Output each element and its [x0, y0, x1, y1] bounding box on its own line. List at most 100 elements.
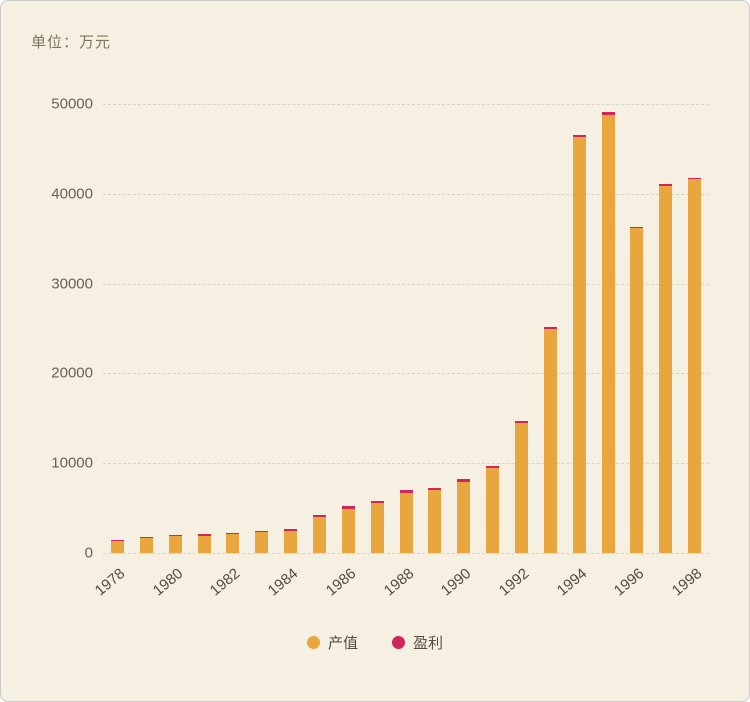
- bar-segment-profit: [514, 420, 528, 424]
- x-axis-label: 1980: [149, 565, 187, 600]
- bar-segment-profit: [601, 112, 615, 115]
- bar-slot: [594, 104, 623, 553]
- bar-slot: [392, 104, 421, 553]
- bar[interactable]: [630, 104, 644, 553]
- bar-slot: [420, 104, 449, 553]
- legend: 产值 盈利: [1, 632, 749, 653]
- bar-slot: [247, 104, 276, 553]
- y-axis: 0 10000 20000 30000 40000 50000: [1, 96, 93, 562]
- x-axis-label: 1982: [207, 565, 244, 600]
- bar[interactable]: [659, 104, 673, 553]
- plot-area: [103, 104, 709, 554]
- bar[interactable]: [255, 104, 269, 553]
- bar-slot: [507, 104, 536, 553]
- legend-label: 产值: [327, 635, 358, 652]
- bar-slot: [334, 104, 363, 553]
- bar[interactable]: [312, 104, 326, 553]
- y-axis-label: 20000: [51, 364, 93, 382]
- bar-slot: [190, 104, 219, 553]
- bar[interactable]: [572, 104, 586, 553]
- bar-segment-profit: [486, 465, 500, 469]
- bar-slot: [449, 104, 478, 553]
- bar-segment-output: [659, 185, 673, 553]
- bar[interactable]: [688, 104, 702, 553]
- x-axis-label: 1988: [380, 565, 417, 600]
- bar[interactable]: [341, 104, 355, 553]
- x-axis-label: 1994: [553, 565, 591, 600]
- legend-item-output[interactable]: 产值: [306, 632, 358, 653]
- bar-group: [103, 104, 709, 553]
- bar-segment-profit: [688, 178, 702, 180]
- bar[interactable]: [139, 104, 153, 553]
- bar-segment-output: [255, 532, 269, 553]
- bar-segment-profit: [226, 532, 240, 535]
- legend-label: 盈利: [413, 635, 444, 652]
- bar-segment-profit: [543, 326, 557, 330]
- bar-slot: [622, 104, 651, 553]
- y-axis-label: 0: [84, 544, 93, 562]
- bar-segment-profit: [659, 184, 673, 186]
- bar-slot: [363, 104, 392, 553]
- bar[interactable]: [428, 104, 442, 553]
- x-axis-label: 1986: [322, 565, 360, 600]
- grid-line: [103, 373, 709, 375]
- bar-segment-output: [457, 481, 471, 553]
- bar-segment-profit: [457, 478, 471, 482]
- legend-dot: [306, 636, 320, 649]
- bar-segment-output: [139, 538, 153, 553]
- bar-segment-profit: [197, 534, 211, 536]
- bar[interactable]: [457, 104, 471, 553]
- bar-segment-output: [428, 490, 442, 553]
- bar[interactable]: [197, 104, 211, 553]
- bar-slot: [565, 104, 594, 553]
- bar-slot: [305, 104, 334, 553]
- bar-segment-output: [110, 540, 124, 553]
- x-axis-label: 1984: [265, 565, 302, 600]
- bar-segment-output: [226, 534, 240, 553]
- grid-line: [103, 553, 709, 554]
- bar-segment-output: [370, 503, 384, 553]
- bar[interactable]: [601, 104, 615, 553]
- bar-segment-output: [543, 329, 557, 553]
- bar-segment-output: [399, 492, 413, 553]
- grid-line: [103, 104, 709, 105]
- bar-segment-output: [168, 535, 182, 553]
- x-axis-label: 1990: [438, 565, 475, 600]
- legend-dot: [392, 636, 405, 649]
- bar[interactable]: [399, 104, 413, 553]
- x-axis-label: 1998: [669, 565, 706, 600]
- bar-segment-output: [572, 137, 586, 553]
- bar-segment-profit: [168, 534, 182, 536]
- bar[interactable]: [370, 104, 384, 553]
- bar-segment-output: [312, 517, 326, 553]
- bar[interactable]: [486, 104, 500, 553]
- bar-segment-profit: [572, 134, 586, 138]
- bar-segment-profit: [255, 530, 269, 533]
- bar-segment-profit: [341, 506, 355, 509]
- y-axis-label: 50000: [51, 95, 93, 113]
- grid-line: [103, 193, 709, 195]
- bar-segment-profit: [630, 227, 644, 229]
- bar[interactable]: [168, 104, 182, 553]
- bar[interactable]: [543, 104, 557, 553]
- bar-slot: [218, 104, 247, 553]
- bar-slot: [161, 104, 190, 553]
- bar-segment-profit: [399, 490, 413, 493]
- bar-segment-output: [514, 423, 528, 553]
- bar[interactable]: [110, 104, 124, 553]
- bar[interactable]: [284, 104, 298, 553]
- bar-segment-output: [197, 535, 211, 553]
- bar-slot: [132, 104, 161, 553]
- bar-slot: [103, 104, 132, 553]
- x-axis-label: 1996: [611, 565, 648, 600]
- bar[interactable]: [514, 104, 528, 553]
- legend-item-profit[interactable]: 盈利: [392, 632, 443, 653]
- bar-segment-profit: [312, 515, 326, 518]
- bar-segment-output: [486, 468, 500, 553]
- unit-label: 单位：万元: [31, 34, 112, 51]
- grid-line: [103, 463, 709, 465]
- bar-segment-profit: [428, 487, 442, 491]
- x-axis-label: 1978: [91, 565, 129, 600]
- bar[interactable]: [226, 104, 240, 553]
